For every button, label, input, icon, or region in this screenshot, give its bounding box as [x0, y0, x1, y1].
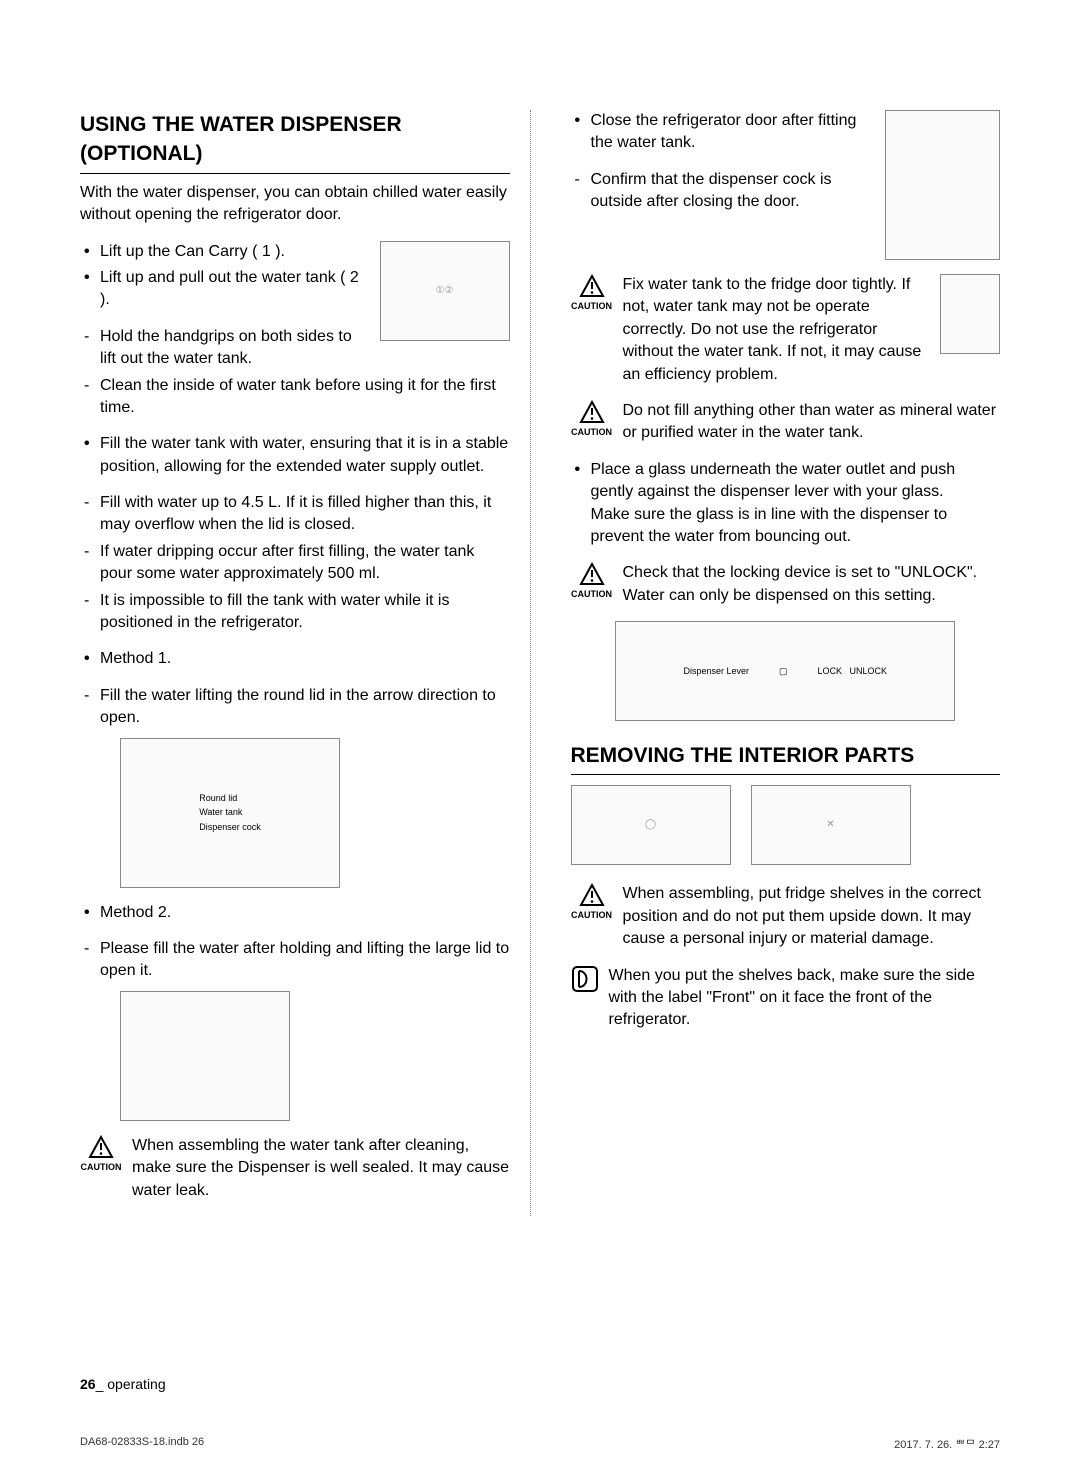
- list-item: Method 1.: [80, 648, 510, 670]
- figure-shelf-wrong: ✕: [751, 785, 911, 865]
- fill-block: Fill the water tank with water, ensuring…: [80, 433, 510, 634]
- step1-block: ①② Lift up the Can Carry ( 1 ). Lift up …: [80, 241, 510, 420]
- intro-text: With the water dispenser, you can obtain…: [80, 182, 510, 227]
- caution-text: Do not fill anything other than water as…: [623, 400, 1001, 445]
- caution-text: When assembling the water tank after cle…: [132, 1135, 510, 1202]
- caution-water-only: CAUTION Do not fill anything other than …: [571, 400, 1001, 445]
- list-item: Fill the water lifting the round lid in …: [80, 685, 510, 730]
- caution-text: Check that the locking device is set to …: [623, 562, 1001, 607]
- page-footer: 26_ operating: [80, 1376, 166, 1392]
- note-icon: [571, 965, 599, 1000]
- list-item: Lift up and pull out the water tank ( 2 …: [80, 267, 510, 312]
- print-date: 2017. 7. 26. ᄈᄆ 2:27: [894, 1436, 1000, 1452]
- figure-method2: [120, 991, 290, 1121]
- list-item: If water dripping occur after first fill…: [80, 541, 510, 586]
- caution-icon: CAUTION: [571, 883, 613, 922]
- caution-text: Fix water tank to the fridge door tightl…: [623, 274, 1001, 386]
- figure-dispenser-lever: Dispenser Lever ▢ LOCK UNLOCK: [615, 621, 955, 721]
- list-item: Hold the handgrips on both sides to lift…: [80, 326, 510, 371]
- doc-id: DA68-02833S-18.indb 26: [80, 1436, 204, 1452]
- method1-block: Method 1. Fill the water lifting the rou…: [80, 648, 510, 887]
- list-item: Close the refrigerator door after fittin…: [571, 110, 1001, 155]
- caution-icon: CAUTION: [571, 400, 613, 439]
- print-footer: DA68-02833S-18.indb 26 2017. 7. 26. ᄈᄆ 2…: [80, 1436, 1000, 1452]
- method2-block: Method 2. Please fill the water after ho…: [80, 902, 510, 1121]
- list-item: Method 2.: [80, 902, 510, 924]
- figure-dispenser-closeup: [940, 274, 1000, 354]
- figure-method1: Round lid Water tank Dispenser cock: [120, 738, 340, 888]
- caution-unlock: CAUTION Check that the locking device is…: [571, 562, 1001, 607]
- caution-icon: CAUTION: [571, 562, 613, 601]
- list-item: Lift up the Can Carry ( 1 ).: [80, 241, 510, 263]
- list-item: Confirm that the dispenser cock is outsi…: [571, 169, 1001, 214]
- left-column: USING THE WATER DISPENSER (OPTIONAL) Wit…: [80, 110, 531, 1216]
- caution-assembly: CAUTION When assembling the water tank a…: [80, 1135, 510, 1202]
- list-item: Please fill the water after holding and …: [80, 938, 510, 983]
- right-column: Close the refrigerator door after fittin…: [561, 110, 1001, 1216]
- list-item: Fill with water up to 4.5 L. If it is fi…: [80, 492, 510, 537]
- close-block: Close the refrigerator door after fittin…: [571, 110, 1001, 260]
- caution-icon: CAUTION: [571, 274, 613, 313]
- figure-shelf-correct: ◯: [571, 785, 731, 865]
- list-item: Clean the inside of water tank before us…: [80, 375, 510, 420]
- list-item: Place a glass underneath the water outle…: [571, 459, 1001, 549]
- caution-fix-tank: CAUTION Fix water tank to the fridge doo…: [571, 274, 1001, 386]
- heading-water-dispenser: USING THE WATER DISPENSER (OPTIONAL): [80, 110, 510, 174]
- caution-icon: CAUTION: [80, 1135, 122, 1174]
- heading-remove-interior: REMOVING THE INTERIOR PARTS: [571, 741, 1001, 775]
- caution-shelves: CAUTION When assembling, put fridge shel…: [571, 883, 1001, 950]
- caution-text: When assembling, put fridge shelves in t…: [623, 883, 1001, 950]
- list-item: Fill the water tank with water, ensuring…: [80, 433, 510, 478]
- figure-shelves-row: ◯ ✕: [571, 785, 1001, 865]
- list-item: It is impossible to fill the tank with w…: [80, 590, 510, 635]
- glass-block: Place a glass underneath the water outle…: [571, 459, 1001, 549]
- note-text: When you put the shelves back, make sure…: [609, 965, 1001, 1032]
- note-front-label: When you put the shelves back, make sure…: [571, 965, 1001, 1032]
